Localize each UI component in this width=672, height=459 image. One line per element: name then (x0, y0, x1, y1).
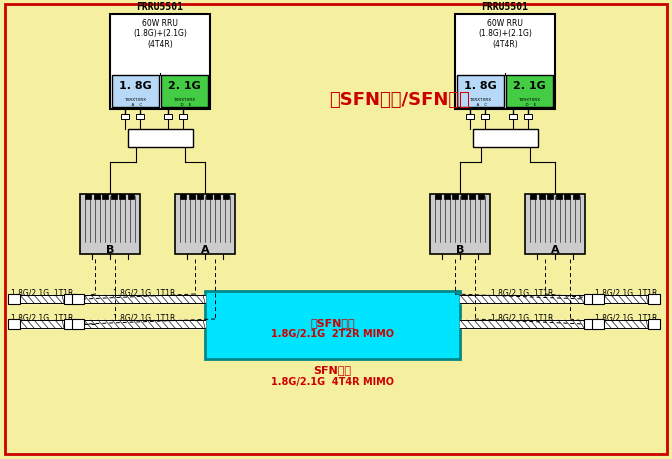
Text: 1.8G/2.1G  1T1R: 1.8G/2.1G 1T1R (114, 313, 175, 322)
Text: 1.8G/2.1G  1T1R: 1.8G/2.1G 1T1R (11, 288, 73, 297)
Bar (648, 319, 660, 329)
Text: 1.8G/2.1G  1T1R: 1.8G/2.1G 1T1R (595, 313, 657, 322)
Bar (466, 115, 474, 120)
Bar (198, 195, 204, 200)
Text: A: A (201, 245, 209, 254)
Bar (584, 319, 596, 329)
Bar (8, 319, 20, 329)
Text: 1. 8G: 1. 8G (119, 81, 152, 91)
Bar (452, 195, 458, 200)
Text: 1.8G/2.1G  4T4R MIMO: 1.8G/2.1G 4T4R MIMO (271, 376, 394, 386)
Bar (435, 195, 441, 200)
Bar (175, 195, 235, 254)
Text: A: A (550, 245, 559, 254)
Bar (64, 294, 76, 304)
Bar (592, 294, 604, 304)
Bar (506, 76, 553, 108)
Bar (455, 15, 555, 110)
Bar (136, 115, 144, 120)
Bar (472, 130, 538, 148)
Text: 2. 1G: 2. 1G (513, 81, 546, 91)
Bar (8, 294, 20, 304)
Text: 2. 1G: 2. 1G (168, 81, 201, 91)
Bar (102, 195, 108, 200)
Bar (80, 195, 140, 254)
Text: FRRU5501: FRRU5501 (482, 2, 528, 12)
Bar (205, 291, 460, 359)
Bar (539, 195, 545, 200)
Bar (547, 195, 553, 200)
Bar (478, 195, 484, 200)
Bar (556, 195, 562, 200)
Bar (64, 319, 76, 329)
Bar (592, 319, 604, 329)
Bar (112, 76, 159, 108)
Bar (179, 115, 187, 120)
Text: 非SFN组网: 非SFN组网 (310, 317, 355, 327)
Text: 60W RRU
(1.8G)+(2.1G)
(4T4R): 60W RRU (1.8G)+(2.1G) (4T4R) (133, 19, 187, 49)
Bar (573, 195, 579, 200)
Bar (223, 195, 229, 200)
Text: B: B (456, 245, 464, 254)
Text: 1.8G/2.1G  1T1R: 1.8G/2.1G 1T1R (11, 313, 73, 322)
Bar (461, 195, 467, 200)
Text: SFN组网: SFN组网 (314, 364, 351, 374)
Bar (121, 115, 129, 120)
Bar (164, 115, 172, 120)
Bar (214, 195, 220, 200)
Bar (509, 115, 517, 120)
Text: 1.8G/2.1G  1T1R: 1.8G/2.1G 1T1R (114, 288, 175, 297)
Bar (525, 195, 585, 254)
Bar (128, 130, 192, 148)
Bar (189, 195, 195, 200)
Bar (161, 76, 208, 108)
Text: TXRXTXRX
  D    E: TXRXTXRX D E (518, 98, 540, 106)
Text: TXRXTXRX
  A    C: TXRXTXRX A C (470, 98, 491, 106)
Bar (457, 76, 504, 108)
Bar (564, 195, 571, 200)
Text: 1.8G/2.1G  1T1R: 1.8G/2.1G 1T1R (491, 313, 553, 322)
Text: FRRU5501: FRRU5501 (136, 2, 183, 12)
Text: 60W RRU
(1.8G)+(2.1G)
(4T4R): 60W RRU (1.8G)+(2.1G) (4T4R) (478, 19, 532, 49)
Bar (530, 195, 536, 200)
Bar (120, 195, 126, 200)
Bar (180, 195, 186, 200)
Bar (481, 115, 489, 120)
Bar (93, 195, 99, 200)
Text: B: B (106, 245, 114, 254)
Bar (72, 319, 84, 329)
Text: TXRXTXRX
  A    C: TXRXTXRX A C (124, 98, 146, 106)
Bar (524, 115, 532, 120)
Bar (128, 195, 134, 200)
Bar (430, 195, 490, 254)
Text: 1.8G/2.1G  1T1R: 1.8G/2.1G 1T1R (491, 288, 553, 297)
Text: TXRXTXRX
  D    E: TXRXTXRX D E (173, 98, 196, 106)
Bar (584, 294, 596, 304)
Text: 1.8G/2.1G  1T1R: 1.8G/2.1G 1T1R (595, 288, 657, 297)
Bar (111, 195, 117, 200)
Bar (110, 15, 210, 110)
Bar (470, 195, 475, 200)
Text: 1. 8G: 1. 8G (464, 81, 497, 91)
Bar (648, 294, 660, 304)
Text: 1.8G/2.1G  2T2R MIMO: 1.8G/2.1G 2T2R MIMO (271, 329, 394, 338)
Bar (85, 195, 91, 200)
Text: 非SFN组网/SFN组网: 非SFN组网/SFN组网 (329, 91, 470, 109)
Bar (444, 195, 450, 200)
Bar (206, 195, 212, 200)
Bar (72, 294, 84, 304)
